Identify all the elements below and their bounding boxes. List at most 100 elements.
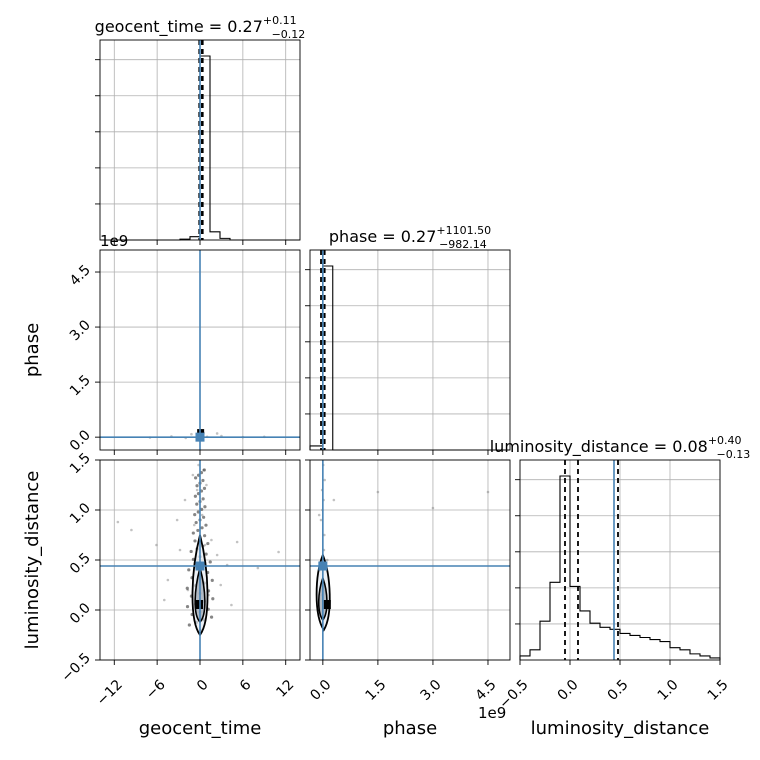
xtick-label-p2d-geocent_time-luminosity_distance-2: 0 bbox=[194, 677, 212, 695]
dense-point-p2d-geocent_time-luminosity_distance-39 bbox=[194, 520, 198, 525]
scatter-point-p2d-geocent_time-luminosity_distance-4 bbox=[200, 513, 204, 517]
scatter-point-p2d-geocent_time-luminosity_distance-23 bbox=[235, 540, 239, 544]
scatter-point-p2d-geocent_time-luminosity_distance-0 bbox=[175, 518, 179, 522]
title-ld-value: 0.08 bbox=[672, 437, 708, 456]
ytick-label-p2d-geocent_time-phase-1: 1.5 bbox=[67, 372, 94, 399]
scatter-point-p2d-phase-luminosity_distance-0 bbox=[319, 518, 323, 522]
ytick-label-p2d-geocent_time-phase-0: 0.0 bbox=[67, 427, 94, 454]
ylabel-phase: phase bbox=[22, 323, 43, 377]
injection-marker-p2d-phase-luminosity_distance bbox=[318, 561, 328, 571]
scatter-point-p2d-geocent_time-luminosity_distance-16 bbox=[178, 548, 182, 552]
dense-point-p2d-geocent_time-luminosity_distance-44 bbox=[200, 507, 204, 512]
scatter-point-p2d-geocent_time-phase-9 bbox=[215, 432, 219, 435]
title-geocent-time-plus: +0.11 bbox=[263, 14, 297, 27]
scatter-point-p2d-phase-luminosity_distance-12 bbox=[431, 506, 435, 510]
dense-point-p2d-geocent_time-luminosity_distance-28 bbox=[189, 549, 193, 554]
title-phase: phase = 0.27+1101.50 −982.14 bbox=[329, 224, 491, 251]
dense-point-p2d-geocent_time-luminosity_distance-14 bbox=[185, 586, 189, 590]
dense-point-p2d-geocent_time-luminosity_distance-32 bbox=[193, 539, 197, 543]
scatter-point-p2d-geocent_time-luminosity_distance-1 bbox=[183, 498, 187, 502]
xlabel-geocent-time: geocent_time bbox=[139, 718, 262, 739]
scatter-point-p2d-phase-luminosity_distance-11 bbox=[376, 490, 380, 494]
scatter-point-p2d-geocent_time-luminosity_distance-22 bbox=[155, 543, 158, 547]
title-ld-plus: +0.40 bbox=[708, 434, 742, 447]
scatter-point-p2d-geocent_time-luminosity_distance-3 bbox=[195, 488, 199, 492]
xtick-label-p2d-geocent_time-luminosity_distance-3: 6 bbox=[237, 677, 255, 695]
dense-point-p2d-geocent_time-luminosity_distance-59 bbox=[202, 468, 206, 472]
dense-point-p2d-geocent_time-luminosity_distance-43 bbox=[196, 510, 200, 514]
dense-point-p2d-geocent_time-luminosity_distance-7 bbox=[185, 605, 190, 609]
ytick-label-p2d-geocent_time-luminosity_distance-3: 1.0 bbox=[67, 500, 94, 527]
title-phase-text: phase = bbox=[329, 227, 401, 246]
dense-point-p2d-geocent_time-luminosity_distance-56 bbox=[194, 476, 198, 480]
dense-point-p2d-geocent_time-luminosity_distance-37 bbox=[200, 526, 204, 530]
title-geocent-time: geocent_time = 0.27+0.11 −0.12 bbox=[95, 14, 306, 41]
dense-point-p2d-geocent_time-luminosity_distance-46 bbox=[195, 502, 199, 506]
dense-point-p2d-geocent_time-luminosity_distance-34 bbox=[203, 534, 207, 538]
ytick-label-p2d-geocent_time-luminosity_distance-0: −0.5 bbox=[59, 650, 94, 685]
xtick-label-diag-luminosity_distance-4: 1.5 bbox=[705, 677, 732, 704]
ytick-label-p2d-geocent_time-luminosity_distance-4: 1.5 bbox=[67, 450, 94, 477]
scatter-point-p2d-phase-luminosity_distance-7 bbox=[323, 533, 326, 537]
dense-point-p2d-geocent_time-luminosity_distance-36 bbox=[196, 528, 200, 533]
injection-marker-p2d-geocent_time-luminosity_distance bbox=[195, 561, 205, 571]
title-luminosity-distance: luminosity_distance = 0.08+0.40 −0.13 bbox=[490, 434, 751, 461]
dense-point-p2d-geocent_time-luminosity_distance-53 bbox=[195, 484, 199, 488]
title-phase-value: 0.27 bbox=[401, 227, 437, 246]
xtick-label-p2d-phase-luminosity_distance-3: 4.5 bbox=[473, 677, 500, 704]
density-peak-p2d-phase-luminosity_distance bbox=[323, 600, 331, 609]
density-peak-p2d-geocent_time-luminosity_distance bbox=[195, 600, 203, 609]
dense-point-p2d-geocent_time-luminosity_distance-52 bbox=[202, 486, 207, 490]
dense-point-p2d-geocent_time-luminosity_distance-55 bbox=[201, 478, 205, 483]
scatter-point-p2d-geocent_time-luminosity_distance-15 bbox=[203, 543, 207, 547]
title-ld-minus: −0.13 bbox=[717, 448, 751, 461]
scatter-point-p2d-geocent_time-luminosity_distance-24 bbox=[256, 566, 260, 570]
title-phase-plus: +1101.50 bbox=[436, 224, 491, 237]
scatter-point-p2d-geocent_time-luminosity_distance-20 bbox=[116, 520, 120, 524]
scatter-point-p2d-phase-luminosity_distance-14 bbox=[325, 558, 329, 562]
xtick-label-p2d-phase-luminosity_distance-2: 3.0 bbox=[418, 677, 445, 704]
histogram-luminosity_distance bbox=[519, 475, 721, 660]
panel-bg-diag-phase bbox=[310, 250, 510, 450]
title-geocent-time-value: 0.27 bbox=[227, 17, 263, 36]
dense-point-p2d-geocent_time-luminosity_distance-49 bbox=[193, 494, 197, 498]
scatter-point-p2d-geocent_time-phase-8 bbox=[190, 432, 193, 436]
dense-point-p2d-geocent_time-luminosity_distance-17 bbox=[210, 578, 214, 582]
dense-point-p2d-geocent_time-luminosity_distance-35 bbox=[191, 531, 195, 535]
dense-point-p2d-geocent_time-luminosity_distance-38 bbox=[204, 523, 208, 527]
scatter-point-p2d-geocent_time-luminosity_distance-10 bbox=[192, 523, 196, 527]
ytick-label-p2d-geocent_time-phase-3: 4.5 bbox=[67, 262, 94, 289]
dense-point-p2d-geocent_time-luminosity_distance-41 bbox=[202, 515, 206, 519]
panel-border-diag-phase bbox=[309, 249, 511, 451]
dense-point-p2d-geocent_time-luminosity_distance-0 bbox=[187, 623, 191, 627]
panels-layer: −0.5 0.0 0.5 1.0 1.50.01.53.04.5−12 −6 0 6 12−0.… bbox=[59, 39, 732, 712]
xtick-label-diag-luminosity_distance-2: 0.5 bbox=[605, 677, 632, 704]
xtick-label-p2d-phase-luminosity_distance-1: 1.5 bbox=[362, 677, 389, 704]
title-phase-minus: −982.14 bbox=[439, 238, 487, 251]
injection-marker-p2d-geocent_time-phase bbox=[195, 432, 205, 442]
scatter-point-p2d-phase-luminosity_distance-13 bbox=[486, 490, 490, 494]
xtick-label-p2d-geocent_time-luminosity_distance-0: −12 bbox=[94, 677, 126, 709]
ytick-label-p2d-geocent_time-phase-2: 3.0 bbox=[67, 317, 94, 344]
scatter-point-p2d-phase-luminosity_distance-2 bbox=[323, 478, 326, 482]
xtick-label-p2d-geocent_time-luminosity_distance-4: 12 bbox=[273, 677, 297, 701]
title-ld-text: luminosity_distance = bbox=[490, 437, 672, 457]
title-geocent-time-text: geocent_time = bbox=[95, 17, 228, 37]
xtick-label-diag-luminosity_distance-3: 1.0 bbox=[655, 677, 682, 704]
scatter-point-p2d-geocent_time-luminosity_distance-5 bbox=[205, 483, 208, 487]
scatter-point-p2d-geocent_time-luminosity_distance-27 bbox=[230, 603, 233, 607]
scatter-point-p2d-geocent_time-luminosity_distance-21 bbox=[130, 528, 133, 532]
dense-point-p2d-geocent_time-luminosity_distance-48 bbox=[201, 497, 205, 501]
ytick-label-p2d-geocent_time-luminosity_distance-2: 0.5 bbox=[67, 550, 94, 577]
xlabel-luminosity-distance: luminosity_distance bbox=[531, 718, 710, 739]
dense-point-p2d-geocent_time-luminosity_distance-21 bbox=[187, 568, 191, 572]
dense-point-p2d-geocent_time-luminosity_distance-24 bbox=[208, 560, 212, 564]
xtick-label-diag-luminosity_distance-1: 0.0 bbox=[555, 677, 582, 704]
scatter-point-p2d-phase-luminosity_distance-15 bbox=[317, 513, 321, 517]
ylabel-luminosity-distance: luminosity_distance bbox=[22, 471, 43, 650]
dense-point-p2d-geocent_time-luminosity_distance-10 bbox=[211, 597, 215, 601]
scatter-point-p2d-geocent_time-luminosity_distance-17 bbox=[219, 583, 223, 587]
scatter-point-p2d-geocent_time-luminosity_distance-25 bbox=[277, 550, 280, 554]
dense-point-p2d-geocent_time-luminosity_distance-3 bbox=[209, 615, 214, 619]
